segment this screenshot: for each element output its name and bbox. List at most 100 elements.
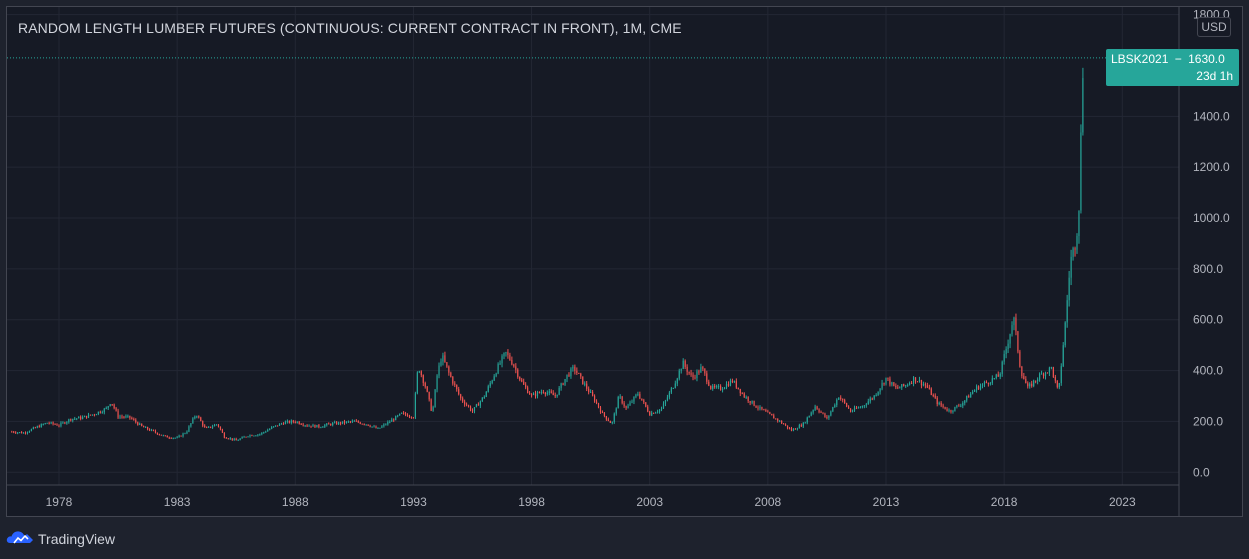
candle-body [653, 412, 655, 414]
candle-body [72, 418, 74, 421]
currency-badge[interactable]: USD [1197, 17, 1231, 37]
candle-body [968, 396, 970, 398]
candle-body [145, 427, 147, 429]
candle-body [576, 370, 578, 373]
candle-body [87, 414, 90, 418]
candle-body [651, 412, 653, 416]
candle-body [30, 429, 33, 432]
candle-body [229, 438, 231, 440]
candle-body [989, 383, 991, 385]
candle-body [330, 423, 332, 426]
candle-body [865, 404, 867, 406]
candle-body [566, 374, 568, 380]
candle-body [148, 429, 151, 431]
candle-body [243, 436, 245, 438]
candle-body [1080, 132, 1082, 211]
candle-body [918, 380, 921, 382]
candle-body [135, 419, 137, 423]
candle-body [513, 364, 515, 367]
candle-body [676, 378, 678, 384]
candle-body [556, 394, 558, 397]
chart-area[interactable]: 0.0 200.0 400.0 600.0 800.0 1000.0 1200.0 1400.… [6, 6, 1243, 517]
tradingview-cloud-logo-icon [6, 528, 34, 551]
candle-body [842, 398, 844, 400]
price-chart[interactable]: 0.0 200.0 400.0 600.0 800.0 1000.0 1200.0 1400.… [7, 7, 1242, 516]
candle-body [938, 402, 940, 405]
candle-body [336, 422, 338, 425]
candle-body [475, 404, 478, 408]
candle-body [68, 419, 70, 422]
candle-body [192, 418, 194, 424]
candle-body [542, 392, 544, 394]
candle-body [741, 393, 743, 395]
candle-body [477, 404, 479, 406]
candle-body [812, 410, 814, 413]
candle-body [1066, 300, 1068, 323]
candle-body [487, 386, 489, 392]
candle-body [180, 435, 182, 437]
branding[interactable]: TradingView [6, 528, 115, 550]
candle-body [609, 420, 611, 423]
candle-body [515, 366, 517, 370]
candle-body [211, 426, 214, 428]
candle-body [779, 420, 781, 422]
candle-body [1060, 366, 1062, 384]
candle-body [38, 426, 40, 428]
candle-body [655, 412, 657, 414]
candle-body [558, 387, 560, 395]
candle-body [840, 397, 842, 399]
candle-body [729, 380, 732, 386]
candle-body [747, 397, 749, 402]
candle-body [454, 383, 456, 385]
candle-body [410, 416, 413, 418]
candle-body [641, 398, 643, 401]
candle-body [66, 421, 68, 424]
x-tick-label: 1983 [164, 495, 191, 509]
candle-body [635, 394, 637, 397]
candle-body [359, 422, 361, 424]
candle-body [46, 422, 48, 424]
candle-body [1064, 322, 1066, 346]
candle-body [1072, 248, 1074, 257]
candle-body [773, 415, 775, 419]
candle-body [491, 380, 493, 384]
candle-body [233, 438, 235, 440]
candle-body [278, 423, 281, 426]
candle-body [680, 369, 682, 371]
candle-body [206, 427, 208, 429]
candle-body [794, 428, 797, 430]
candle-body [143, 426, 145, 428]
candle-body [983, 382, 986, 385]
candle-body [851, 410, 854, 412]
candle-body [347, 421, 350, 423]
candle-body [385, 424, 387, 426]
candle-body [424, 382, 426, 387]
candle-body [1019, 351, 1021, 367]
candle-body [879, 388, 881, 392]
candle-body [706, 373, 708, 382]
candle-body [534, 393, 537, 397]
candle-body [810, 412, 812, 416]
candle-body [637, 394, 639, 396]
candle-body [1042, 373, 1045, 377]
candle-body [1011, 325, 1013, 335]
candle-body [34, 427, 36, 429]
candle-body [505, 352, 507, 354]
candle-body [56, 424, 58, 426]
candle-body [383, 424, 385, 427]
candle-body [586, 383, 588, 389]
candle-body [156, 432, 159, 435]
candle-body [367, 424, 369, 426]
candle-body [97, 411, 99, 415]
candle-body [574, 366, 576, 371]
candle-body [93, 414, 96, 416]
candle-body [442, 355, 444, 362]
candle-body [117, 410, 119, 418]
candle-body [456, 384, 458, 390]
candle-body [714, 385, 716, 388]
candle-body [1037, 379, 1039, 381]
x-tick-label: 1993 [400, 495, 427, 509]
candle-body [284, 421, 287, 425]
grid-lines [7, 7, 1179, 485]
candle-body [660, 408, 663, 410]
